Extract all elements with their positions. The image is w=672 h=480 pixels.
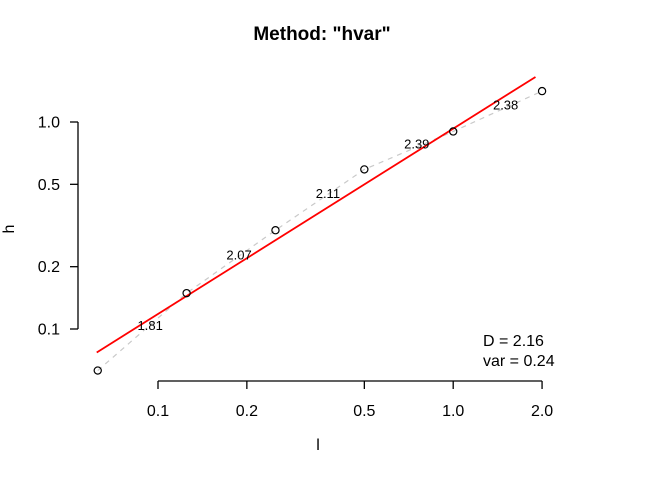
- data-point-marker: [93, 366, 102, 375]
- variance-estimate: var = 0.24: [483, 353, 555, 370]
- chart-title: Method: "hvar": [253, 24, 391, 45]
- y-tick-label: 0.2: [38, 259, 60, 276]
- data-point-marker: [360, 165, 369, 174]
- y-axis-label: h: [1, 224, 18, 234]
- y-tick-label: 0.5: [38, 177, 60, 194]
- y-tick-label: 0.1: [38, 322, 60, 339]
- segment-slope-label: 2.39: [404, 136, 429, 151]
- data-point-marker: [182, 288, 191, 298]
- x-axis-label: l: [316, 437, 320, 454]
- fit-line: [96, 76, 536, 354]
- x-tick-label: 1.0: [442, 403, 464, 420]
- x-tick-label: 0.1: [147, 403, 169, 420]
- x-tick-label: 2.0: [531, 403, 553, 420]
- x-tick-label: 0.2: [236, 403, 258, 420]
- y-tick-label: 1.0: [38, 115, 60, 132]
- data-point-marker: [271, 226, 280, 235]
- segment-slope-label: 2.38: [493, 97, 518, 112]
- data-point-marker: [537, 86, 547, 96]
- x-tick-label: 0.5: [353, 403, 375, 420]
- dimension-estimate: D = 2.16: [483, 333, 544, 350]
- segment-slope-label: 1.81: [138, 318, 163, 333]
- segment-slope-label: 2.07: [226, 248, 251, 263]
- segment-slope-label: 2.11: [316, 186, 340, 201]
- dashed-connector-line: [97, 90, 543, 371]
- stats-annotation: D = 2.16 var = 0.24: [483, 332, 555, 372]
- data-point-marker: [449, 127, 458, 136]
